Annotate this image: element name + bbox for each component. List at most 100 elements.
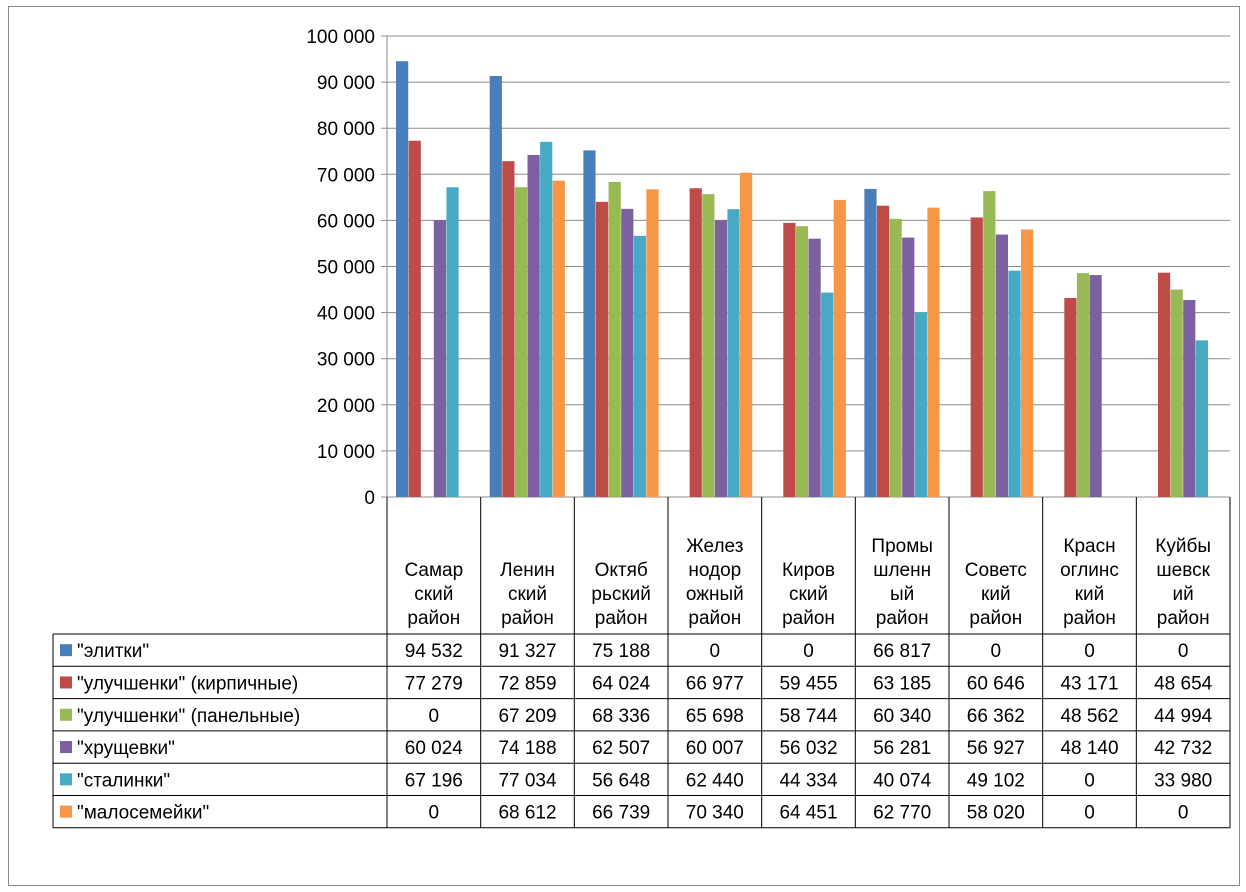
data-label: 0	[991, 641, 1002, 662]
y-tick-label: 0	[364, 488, 375, 509]
category-label: шевск	[1156, 560, 1210, 581]
bar	[621, 208, 634, 497]
bar	[833, 199, 846, 497]
data-label: 0	[1178, 803, 1189, 824]
bar	[864, 188, 877, 497]
data-label: 75 188	[592, 641, 650, 662]
bar	[1195, 340, 1208, 497]
bar	[714, 220, 728, 497]
data-label: 65 698	[686, 706, 744, 727]
legend-swatch	[60, 773, 72, 786]
data-label: 44 994	[1154, 706, 1213, 727]
category-label: район	[595, 608, 648, 629]
bar	[408, 140, 421, 498]
category-label: Ленин	[500, 560, 555, 581]
y-tick-label: 50 000	[317, 258, 375, 279]
legend-label: "малосемейки"	[77, 803, 209, 824]
bar	[1076, 273, 1090, 497]
category-label: рьский	[591, 584, 651, 605]
data-label: 0	[429, 706, 440, 727]
category-label: ский	[414, 584, 453, 605]
data-label: 56 032	[779, 738, 837, 759]
data-label: 64 451	[779, 803, 837, 824]
data-label: 0	[1084, 803, 1095, 824]
data-label: 48 562	[1060, 706, 1118, 727]
category-label: ский	[789, 584, 828, 605]
data-label: 67 209	[498, 706, 556, 727]
category-label: район	[501, 608, 554, 629]
category-label: район	[688, 608, 741, 629]
bar	[527, 154, 540, 498]
bar	[1064, 297, 1077, 497]
y-tick-label: 60 000	[317, 211, 375, 232]
bar	[995, 234, 1009, 497]
bar	[502, 161, 515, 497]
data-label: 66 817	[873, 641, 931, 662]
data-label: 60 340	[873, 706, 931, 727]
data-label: 59 455	[779, 673, 837, 694]
y-tick-label: 80 000	[317, 119, 375, 140]
legend-swatch	[60, 805, 72, 818]
data-label: 77 034	[498, 770, 557, 791]
category-label: район	[876, 608, 929, 629]
category-label: район	[407, 608, 460, 629]
category-label: Самар	[404, 560, 463, 581]
category-label: район	[1063, 608, 1116, 629]
data-label: 58 020	[967, 803, 1025, 824]
bar	[595, 201, 609, 497]
category-label: оглинс	[1060, 560, 1119, 581]
bar	[689, 188, 702, 498]
data-label: 62 770	[873, 803, 931, 824]
category-label: ий	[1173, 584, 1194, 605]
data-label: 48 654	[1154, 673, 1213, 694]
bar	[1170, 289, 1183, 497]
bar	[740, 172, 753, 498]
legend-label: "элитки"	[77, 641, 149, 662]
legend-swatch	[60, 741, 72, 754]
category-label: ский	[508, 584, 547, 605]
category-label: Октяб	[595, 560, 648, 581]
category-label: Промы	[871, 536, 933, 557]
bar	[889, 218, 902, 497]
data-label: 40 074	[873, 770, 932, 791]
bar	[514, 187, 528, 498]
data-label: 49 102	[967, 770, 1025, 791]
data-label: 66 362	[967, 706, 1025, 727]
legend-label: "хрущевки"	[77, 738, 175, 759]
bar	[821, 292, 834, 497]
data-label: 66 739	[592, 803, 650, 824]
category-label: Советс	[965, 560, 1027, 581]
data-label: 94 532	[405, 641, 463, 662]
bar	[795, 226, 809, 497]
bar	[1089, 275, 1102, 497]
y-tick-label: 40 000	[317, 304, 375, 325]
data-label: 44 334	[779, 770, 838, 791]
category-label: кий	[1075, 584, 1105, 605]
y-tick-label: 30 000	[317, 350, 375, 371]
data-label: 0	[710, 641, 721, 662]
data-label: 56 281	[873, 738, 931, 759]
y-tick-label: 20 000	[317, 396, 375, 417]
category-label: ый	[890, 584, 914, 605]
legend-label: "улучшенки" (панельные)	[77, 706, 300, 727]
category-label: ожный	[686, 584, 744, 605]
bar	[583, 150, 596, 497]
data-label: 63 185	[873, 673, 931, 694]
bar	[540, 141, 553, 497]
data-label: 62 507	[592, 738, 650, 759]
data-label: 60 024	[405, 738, 464, 759]
bar	[808, 238, 821, 497]
bar	[783, 222, 796, 497]
bar	[433, 220, 447, 498]
data-label: 91 327	[498, 641, 556, 662]
data-label: 68 336	[592, 706, 650, 727]
y-tick-label: 100 000	[306, 27, 375, 48]
category-label: Желез	[686, 536, 743, 557]
bar	[876, 205, 890, 497]
bar	[1183, 300, 1196, 497]
category-label: нодор	[688, 560, 741, 581]
data-label: 33 980	[1154, 770, 1212, 791]
category-label: кий	[981, 584, 1011, 605]
data-label: 56 648	[592, 770, 650, 791]
data-label: 42 732	[1154, 738, 1212, 759]
